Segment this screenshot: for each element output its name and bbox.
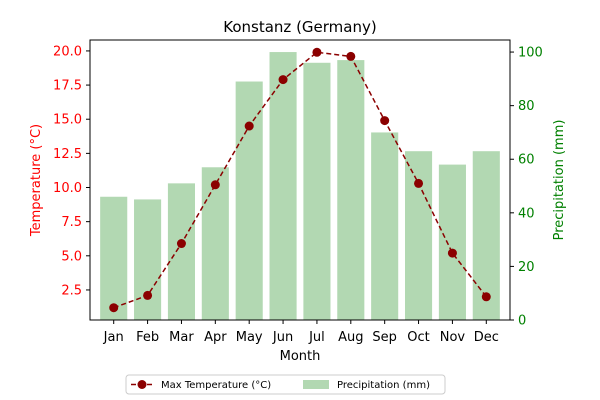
left-tick-label: 2.5 [61,283,82,298]
precipitation-bar-dec [472,151,500,320]
temperature-point-aug [346,51,356,61]
right-tick-label: 100 [518,46,543,61]
precipitation-bar-feb [134,199,162,320]
x-tick-label: Aug [338,330,363,345]
temperature-point-dec [481,292,491,302]
precipitation-bar-may [235,81,263,320]
right-tick-label: 40 [518,206,535,221]
left-tick-label: 12.5 [53,147,82,162]
legend-label-temperature: Max Temperature (°C) [161,380,271,391]
plot-frame [89,39,511,321]
legend-label-precipitation: Precipitation (mm) [337,380,430,391]
temperature-point-may [244,121,254,131]
right-axis: 0 20 40 60 80 100 [510,46,543,329]
right-tick-label: 0 [518,314,526,329]
x-axis: Jan Feb Mar Apr May Jun Jul Aug Sep Oct Nov Dec [103,320,499,345]
temperature-point-mar [176,239,186,249]
precipitation-bar-sep [371,132,399,320]
precipitation-bar-jun [269,52,297,321]
temperature-point-nov [447,248,457,258]
precipitation-bar-mar [167,183,195,320]
right-tick-label: 20 [518,260,535,275]
legend-bar-swatch [303,380,329,389]
right-tick-label: 80 [518,99,535,114]
x-tick-label: Sep [372,330,397,345]
precipitation-bar-oct [405,151,433,320]
right-tick-label: 60 [518,153,535,168]
precipitation-bar-aug [337,60,365,320]
x-tick-label: Jun [272,330,293,345]
y-axis-label-left: Temperature (°C) [29,124,44,237]
precipitation-bars [100,52,500,321]
x-tick-label: Nov [440,330,466,345]
x-tick-label: Jan [103,330,124,345]
x-tick-label: Feb [136,330,159,345]
temperature-line [109,47,491,313]
x-axis-label: Month [280,349,321,364]
temperature-point-jan [109,303,119,313]
temperature-line-path [113,51,487,309]
temperature-point-jul [312,47,322,57]
x-tick-label: Dec [474,330,499,345]
temperature-point-sep [380,116,390,126]
x-tick-label: May [236,330,263,345]
precipitation-bar-jul [303,62,331,321]
left-tick-label: 10.0 [53,181,82,196]
left-axis: 2.5 5.0 7.5 10.0 12.5 15.0 17.5 20.0 [53,44,90,298]
left-tick-label: 15.0 [53,113,82,128]
legend: Max Temperature (°C) Precipitation (mm) [125,374,446,395]
y-axis-label-right: Precipitation (mm) [552,120,567,241]
precipitation-bar-jan [100,196,128,320]
chart-title: Konstanz (Germany) [223,18,376,36]
left-tick-label: 17.5 [53,79,82,94]
x-tick-label: Apr [204,330,227,345]
precipitation-bar-nov [438,164,466,320]
legend-frame [125,374,446,395]
left-tick-label: 20.0 [53,44,82,59]
precipitation-bar-apr [201,167,229,320]
temperature-point-apr [210,180,220,190]
temperature-point-feb [143,290,153,300]
x-tick-label: Mar [169,330,194,345]
legend-marker-swatch [137,380,147,389]
left-tick-label: 7.5 [61,215,82,230]
x-tick-label: Oct [407,330,429,345]
left-tick-label: 5.0 [61,249,82,264]
temperature-point-jun [278,75,288,85]
x-tick-label: Jul [308,330,325,345]
temperature-point-oct [414,178,424,188]
